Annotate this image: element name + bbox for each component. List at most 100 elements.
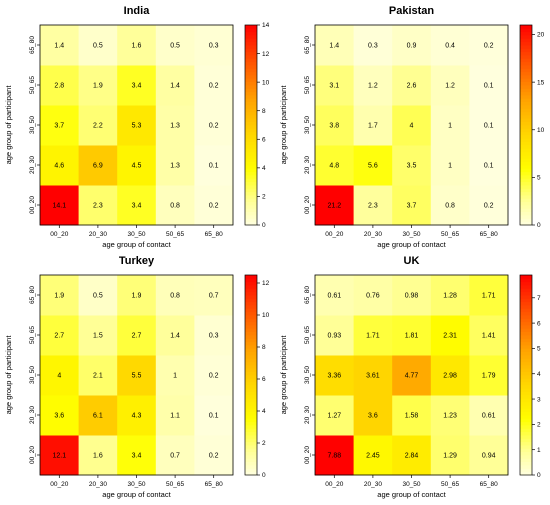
heatmap-cell: [469, 105, 509, 146]
heatmap-cell: [117, 355, 157, 396]
colorbar-segment: [245, 48, 257, 53]
colorbar-tick-label: 0: [262, 222, 266, 229]
colorbar-segment: [245, 148, 257, 153]
heatmap-cell: [40, 315, 80, 356]
y-axis-label: age group of participant: [279, 85, 288, 165]
heatmap-cell: [430, 105, 470, 146]
colorbar-segment: [520, 445, 532, 449]
colorbar-segment: [520, 181, 532, 186]
colorbar-segment: [520, 451, 532, 456]
colorbar-segment: [520, 381, 532, 386]
x-tick-label: 50_65: [441, 481, 459, 488]
colorbar-segment: [245, 158, 257, 163]
colorbar-tick-label: 6: [262, 376, 266, 383]
colorbar-segment: [520, 61, 532, 66]
colorbar-segment: [520, 425, 532, 429]
colorbar-segment: [245, 398, 257, 403]
cell-value-label: 4.8: [329, 163, 339, 170]
colorbar-tick-label: 0: [262, 472, 266, 479]
colorbar-segment: [520, 468, 532, 473]
colorbar-segment: [520, 88, 532, 93]
colorbar-segment: [520, 68, 532, 73]
x-tick-label: 30_50: [127, 481, 145, 488]
heatmap-cell: [430, 145, 470, 186]
x-tick-label: 20_30: [89, 481, 107, 488]
cell-value-label: 0.94: [482, 453, 496, 460]
heatmap-cell: [392, 65, 432, 106]
colorbar-segment: [245, 381, 257, 386]
colorbar-segment: [520, 311, 532, 316]
colorbar-segment: [520, 155, 532, 159]
colorbar-segment: [245, 435, 257, 439]
colorbar-segment: [245, 41, 257, 46]
colorbar-tick-label: 15: [537, 79, 545, 86]
heatmap-cell: [315, 435, 355, 476]
colorbar-tick-label: 6: [262, 136, 266, 143]
colorbar-segment: [520, 455, 532, 459]
y-tick-label: 65_80: [29, 36, 36, 54]
colorbar-segment: [520, 298, 532, 303]
colorbar-segment: [245, 38, 257, 43]
heatmap-cell: [78, 275, 118, 316]
heatmap-cell: [315, 275, 355, 316]
colorbar-segment: [245, 185, 257, 189]
cell-value-label: 1.23: [443, 413, 457, 420]
cell-value-label: 3.7: [407, 203, 417, 210]
colorbar-segment: [245, 288, 257, 293]
heatmap-cell: [194, 275, 234, 316]
x-tick-label: 65_80: [205, 231, 223, 238]
heatmap-cell: [155, 145, 195, 186]
cell-value-label: 1: [173, 373, 177, 380]
colorbar-segment: [520, 165, 532, 169]
colorbar-segment: [520, 215, 532, 219]
colorbar-segment: [245, 318, 257, 323]
colorbar-segment: [520, 321, 532, 326]
x-tick-label: 30_50: [402, 481, 420, 488]
colorbar-segment: [245, 65, 257, 69]
x-tick-label: 50_65: [441, 231, 459, 238]
colorbar-segment: [245, 215, 257, 219]
colorbar-segment: [245, 91, 257, 96]
cell-value-label: 1.81: [405, 333, 419, 340]
cell-value-label: 2.1: [93, 373, 103, 380]
x-tick-label: 65_80: [205, 481, 223, 488]
colorbar-segment: [245, 218, 257, 223]
colorbar-segment: [520, 145, 532, 149]
colorbar-frame: [244, 24, 258, 226]
cell-value-label: 0.9: [407, 43, 417, 50]
colorbar-segment: [245, 171, 257, 176]
cell-value-label: 3.7: [54, 123, 64, 130]
colorbar-segment: [520, 441, 532, 446]
colorbar-segment: [245, 421, 257, 426]
heatmap-cell: [194, 435, 234, 476]
colorbar-segment: [245, 281, 257, 286]
colorbar-segment: [245, 61, 257, 66]
cell-value-label: 0.2: [209, 203, 219, 210]
cell-value-label: 0.2: [209, 373, 219, 380]
colorbar-segment: [245, 175, 257, 179]
x-axis-label: age group of contact: [377, 490, 446, 499]
colorbar-segment: [520, 111, 532, 116]
colorbar-segment: [245, 205, 257, 209]
colorbar-segment: [520, 108, 532, 113]
y-axis-label: age group of participant: [279, 335, 288, 415]
heatmap-cell: [353, 275, 393, 316]
colorbar-segment: [520, 318, 532, 323]
cell-value-label: 2.3: [368, 203, 378, 210]
x-axis-label: age group of contact: [102, 490, 171, 499]
heatmap-cell: [155, 65, 195, 106]
colorbar-segment: [520, 328, 532, 333]
colorbar-tick-label: 4: [537, 371, 541, 378]
colorbar-segment: [245, 88, 257, 93]
heatmap-cell: [392, 275, 432, 316]
panel-pakistan: Pakistan 21.2 2.3 3.7 0.8 0.2 4.8 5.6 3.5 1 0.1 3.8…: [279, 5, 545, 249]
colorbar-segment: [245, 28, 257, 33]
colorbar-segment: [245, 431, 257, 436]
heatmap-cell: [353, 65, 393, 106]
cell-value-label: 0.1: [209, 163, 219, 170]
colorbar-segment: [520, 285, 532, 289]
cell-value-label: 6.1: [93, 413, 103, 420]
cell-value-label: 3.4: [132, 83, 142, 90]
heatmap-cell: [78, 25, 118, 66]
